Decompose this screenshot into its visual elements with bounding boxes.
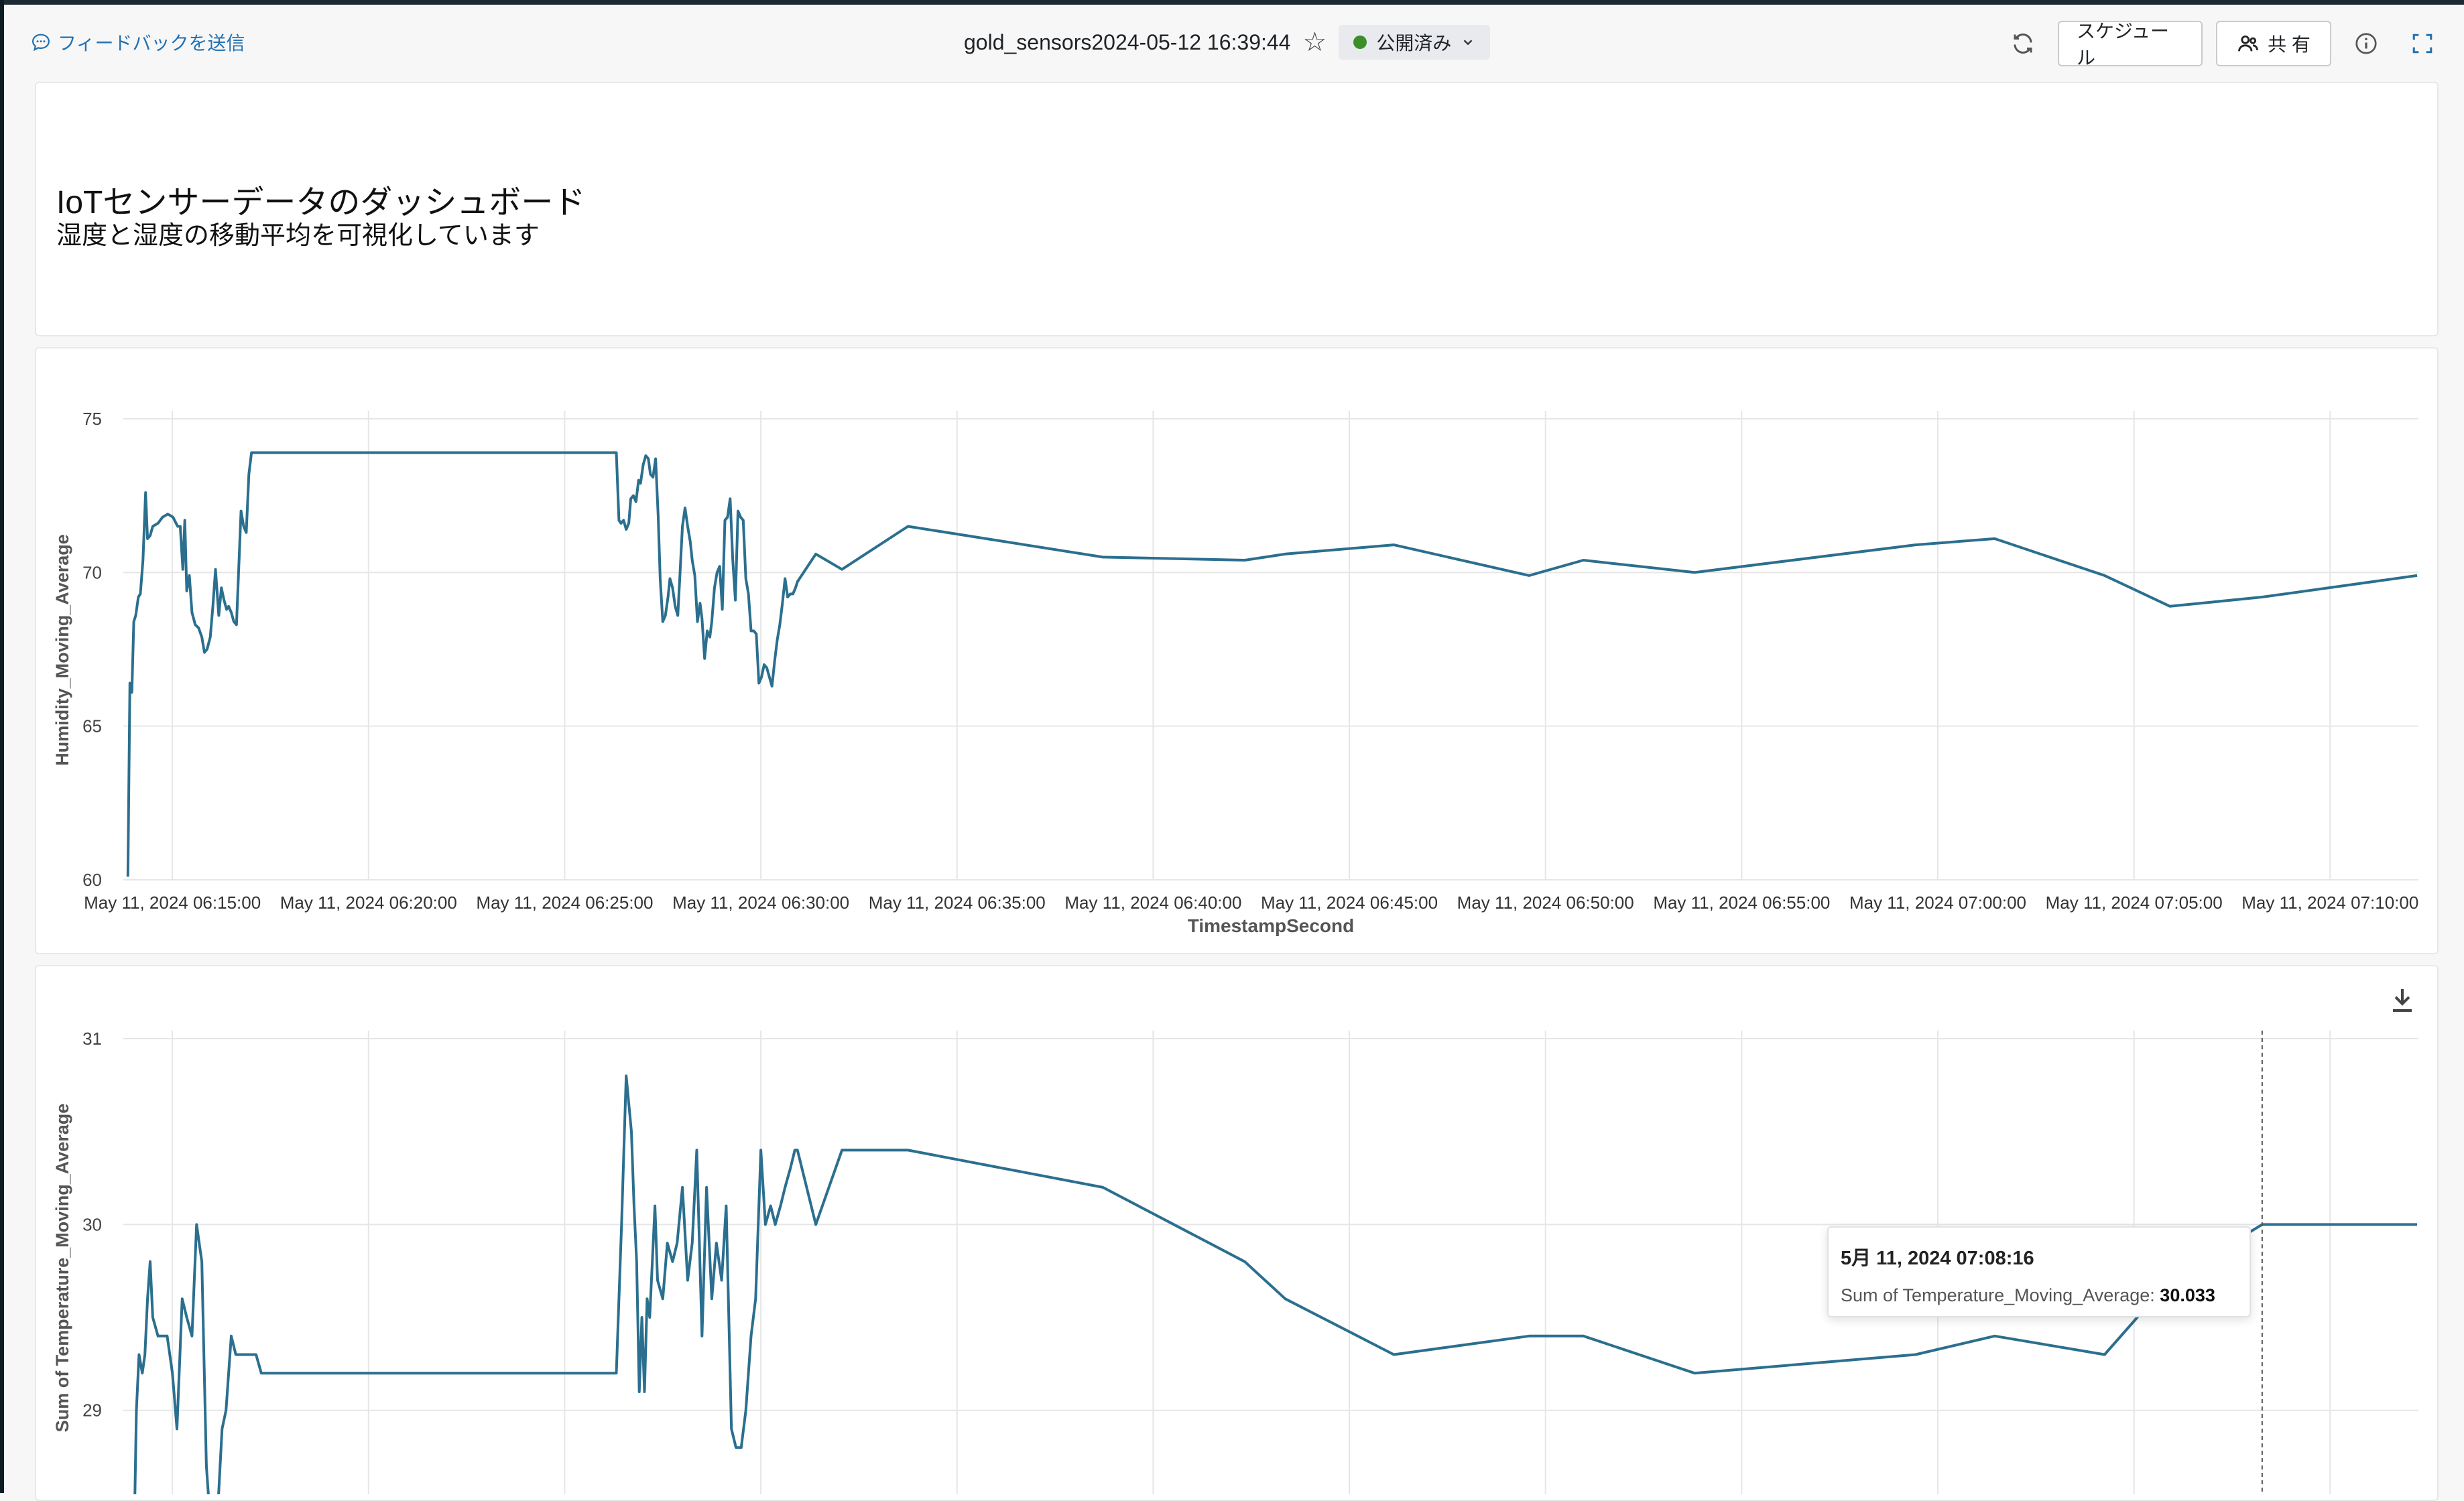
schedule-label: スケジュール xyxy=(2077,21,2170,68)
info-button[interactable] xyxy=(2345,22,2388,65)
window-left-edge xyxy=(0,0,4,1493)
series-line[interactable] xyxy=(126,451,2418,877)
dashboard-name: gold_sensors2024-05-12 16:39:44 xyxy=(964,29,1291,54)
share-label: 共 有 xyxy=(2268,34,2311,55)
y-tick-label: 60 xyxy=(82,870,102,890)
top-bar: フィードバックを送信 gold_sensors2024-05-12 16:39:… xyxy=(4,5,2464,74)
x-tick-label: May 11, 2024 07:00:00 xyxy=(1849,893,2026,913)
chevron-down-icon xyxy=(1464,40,1473,46)
y-axis-label: Humidity_Moving_Average xyxy=(52,534,72,766)
text-widget-panel: IoTセンサーデータのダッシュボード 湿度と湿度の移動平均を可視化しています xyxy=(35,82,2439,336)
tooltip-value: 30.033 xyxy=(2160,1285,2215,1305)
dashboard-heading: IoTセンサーデータのダッシュボード xyxy=(56,185,586,220)
fullscreen-button[interactable] xyxy=(2401,22,2444,65)
y-axis-label: Sum of Temperature_Moving_Average xyxy=(52,1104,72,1433)
x-tick-label: May 11, 2024 07:05:00 xyxy=(2046,893,2223,913)
humidity-chart-panel: 60 65 70 75 Humidity_Moving_Average May 11, 2… xyxy=(35,347,2439,954)
star-icon[interactable]: ☆ xyxy=(1302,27,1327,57)
x-tick-label: May 11, 2024 06:50:00 xyxy=(1457,893,1634,913)
feedback-label: フィードバックを送信 xyxy=(58,33,245,54)
series-line[interactable] xyxy=(128,1074,2417,1495)
x-tick-label: May 11, 2024 06:25:00 xyxy=(476,893,653,913)
humidity-line-chart[interactable]: 60 65 70 75 Humidity_Moving_Average May 11, 2… xyxy=(36,348,2437,953)
chat-bubble-icon xyxy=(32,34,50,52)
publish-status-dropdown[interactable]: 公開済み xyxy=(1339,25,1491,60)
y-tick-label: 65 xyxy=(82,716,102,736)
x-tick-label: May 11, 2024 06:20:00 xyxy=(280,893,457,913)
tooltip-row: Sum of Temperature_Moving_Average: 30.03… xyxy=(1841,1285,2237,1306)
dashboard-title-group: gold_sensors2024-05-12 16:39:44 ☆ 公開済み xyxy=(964,23,1491,61)
share-button[interactable]: 共 有 xyxy=(2216,21,2331,66)
people-icon xyxy=(2238,35,2258,52)
x-tick-label: May 11, 2024 06:40:00 xyxy=(1064,893,1241,913)
x-axis-label: TimestampSecond xyxy=(1188,915,1354,936)
toolbar-right: スケジュール 共 有 xyxy=(2001,21,2444,68)
download-icon[interactable] xyxy=(2386,984,2418,1016)
window-top-edge xyxy=(0,0,2464,5)
refresh-icon xyxy=(2014,34,2032,54)
refresh-button[interactable] xyxy=(2001,22,2044,65)
x-tick-label: May 11, 2024 06:15:00 xyxy=(84,893,261,913)
y-tick-label: 29 xyxy=(82,1400,102,1421)
publish-status-label: 公開済み xyxy=(1376,33,1452,54)
feedback-link[interactable]: フィードバックを送信 xyxy=(31,29,245,56)
tooltip-label: Sum of Temperature_Moving_Average: xyxy=(1841,1285,2155,1305)
chart-tooltip: 5月 11, 2024 07:08:16 Sum of Temperature_… xyxy=(1827,1226,2251,1317)
schedule-button[interactable]: スケジュール xyxy=(2058,21,2203,68)
x-tick-label: May 11, 2024 06:30:00 xyxy=(672,893,849,913)
tooltip-title: 5月 11, 2024 07:08:16 xyxy=(1841,1248,2034,1269)
y-tick-label: 75 xyxy=(82,409,102,429)
x-tick-label: May 11, 2024 07:10:00 xyxy=(2241,893,2418,913)
y-tick-label: 31 xyxy=(82,1029,102,1049)
temperature-line-chart[interactable]: 28293031Sum of Temperature_Moving_Averag… xyxy=(36,966,2437,1494)
published-status-dot-icon xyxy=(1353,36,1367,49)
x-tick-label: May 11, 2024 06:45:00 xyxy=(1261,893,1438,913)
y-tick-label: 70 xyxy=(82,562,102,582)
info-icon xyxy=(2355,33,2377,54)
y-tick-label: 30 xyxy=(82,1214,102,1234)
fullscreen-icon xyxy=(2412,34,2432,54)
x-tick-label: May 11, 2024 06:35:00 xyxy=(869,893,1046,913)
dashboard-subheading: 湿度と湿度の移動平均を可視化しています xyxy=(56,222,540,250)
x-tick-label: May 11, 2024 06:55:00 xyxy=(1653,893,1830,913)
